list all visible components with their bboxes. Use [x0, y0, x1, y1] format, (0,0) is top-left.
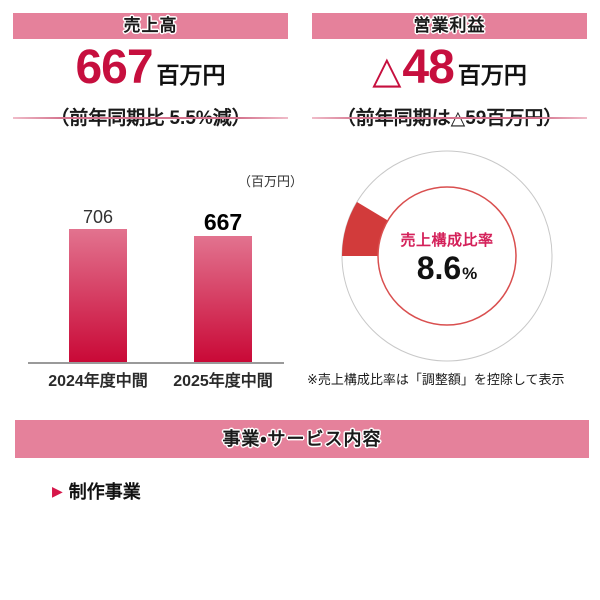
sales-value: 667: [75, 41, 153, 94]
profit-value-unit: 百万円: [457, 62, 527, 88]
profit-value: 48: [402, 41, 454, 94]
donut-percentage: 8.6 %: [367, 249, 527, 286]
x-tick-2025: 2025年度中間: [173, 373, 273, 390]
bar-group-2024: 706: [69, 207, 127, 363]
sales-bar-chart: （百万円） 706 667 2024年度中間 2025年度中間: [0, 140, 305, 395]
profit-value-line: △ 48 百万円: [312, 43, 587, 93]
sales-stat-panel: 売上高 667 百万円 （前年同期比 5.5%減）: [13, 13, 288, 129]
bar-value-2024: 706: [82, 207, 114, 227]
profit-header-label: 営業利益: [413, 16, 486, 35]
bar: [69, 229, 127, 363]
bar-chart-unit-label: （百万円）: [238, 174, 304, 189]
donut-inner-circle: [377, 186, 517, 326]
bullet-triangle-icon: ▶: [52, 483, 63, 499]
profit-stat-panel: 営業利益 △ 48 百万円 （前年同期は△59百万円）: [312, 13, 587, 129]
bar: [194, 236, 252, 363]
negative-triangle-sign: △: [372, 50, 402, 92]
sales-header-label: 売上高: [123, 16, 178, 35]
donut-footnote: ※売上構成比率は「調整額」を控除して表示: [307, 372, 565, 387]
x-axis-line: [28, 362, 284, 364]
bar-value-2025: 667: [203, 209, 243, 235]
business-item-row: ▶ 制作事業: [52, 478, 141, 504]
donut-segment: [342, 202, 388, 256]
sales-panel-underline: [13, 117, 288, 119]
profit-header-bar: 営業利益: [312, 13, 587, 39]
profit-panel-underline: [312, 117, 587, 119]
sales-value-unit: 百万円: [156, 62, 226, 88]
bar-group-2025: 667: [194, 210, 252, 363]
donut-percentage-value: 8.6: [416, 249, 462, 286]
sales-header-bar: 売上高: [13, 13, 288, 39]
sales-value-line: 667 百万円: [13, 43, 288, 93]
business-item-label: 制作事業: [68, 482, 141, 502]
business-section-banner: 事業・サービス内容: [15, 420, 589, 458]
donut-label: 売上構成比率: [400, 232, 494, 249]
donut-center-text: 売上構成比率 8.6 %: [367, 232, 527, 286]
composition-donut-chart: [341, 150, 553, 362]
business-section-title: 事業・サービス内容: [222, 429, 382, 449]
donut-percentage-unit: %: [462, 263, 478, 283]
x-tick-2024: 2024年度中間: [48, 373, 148, 390]
